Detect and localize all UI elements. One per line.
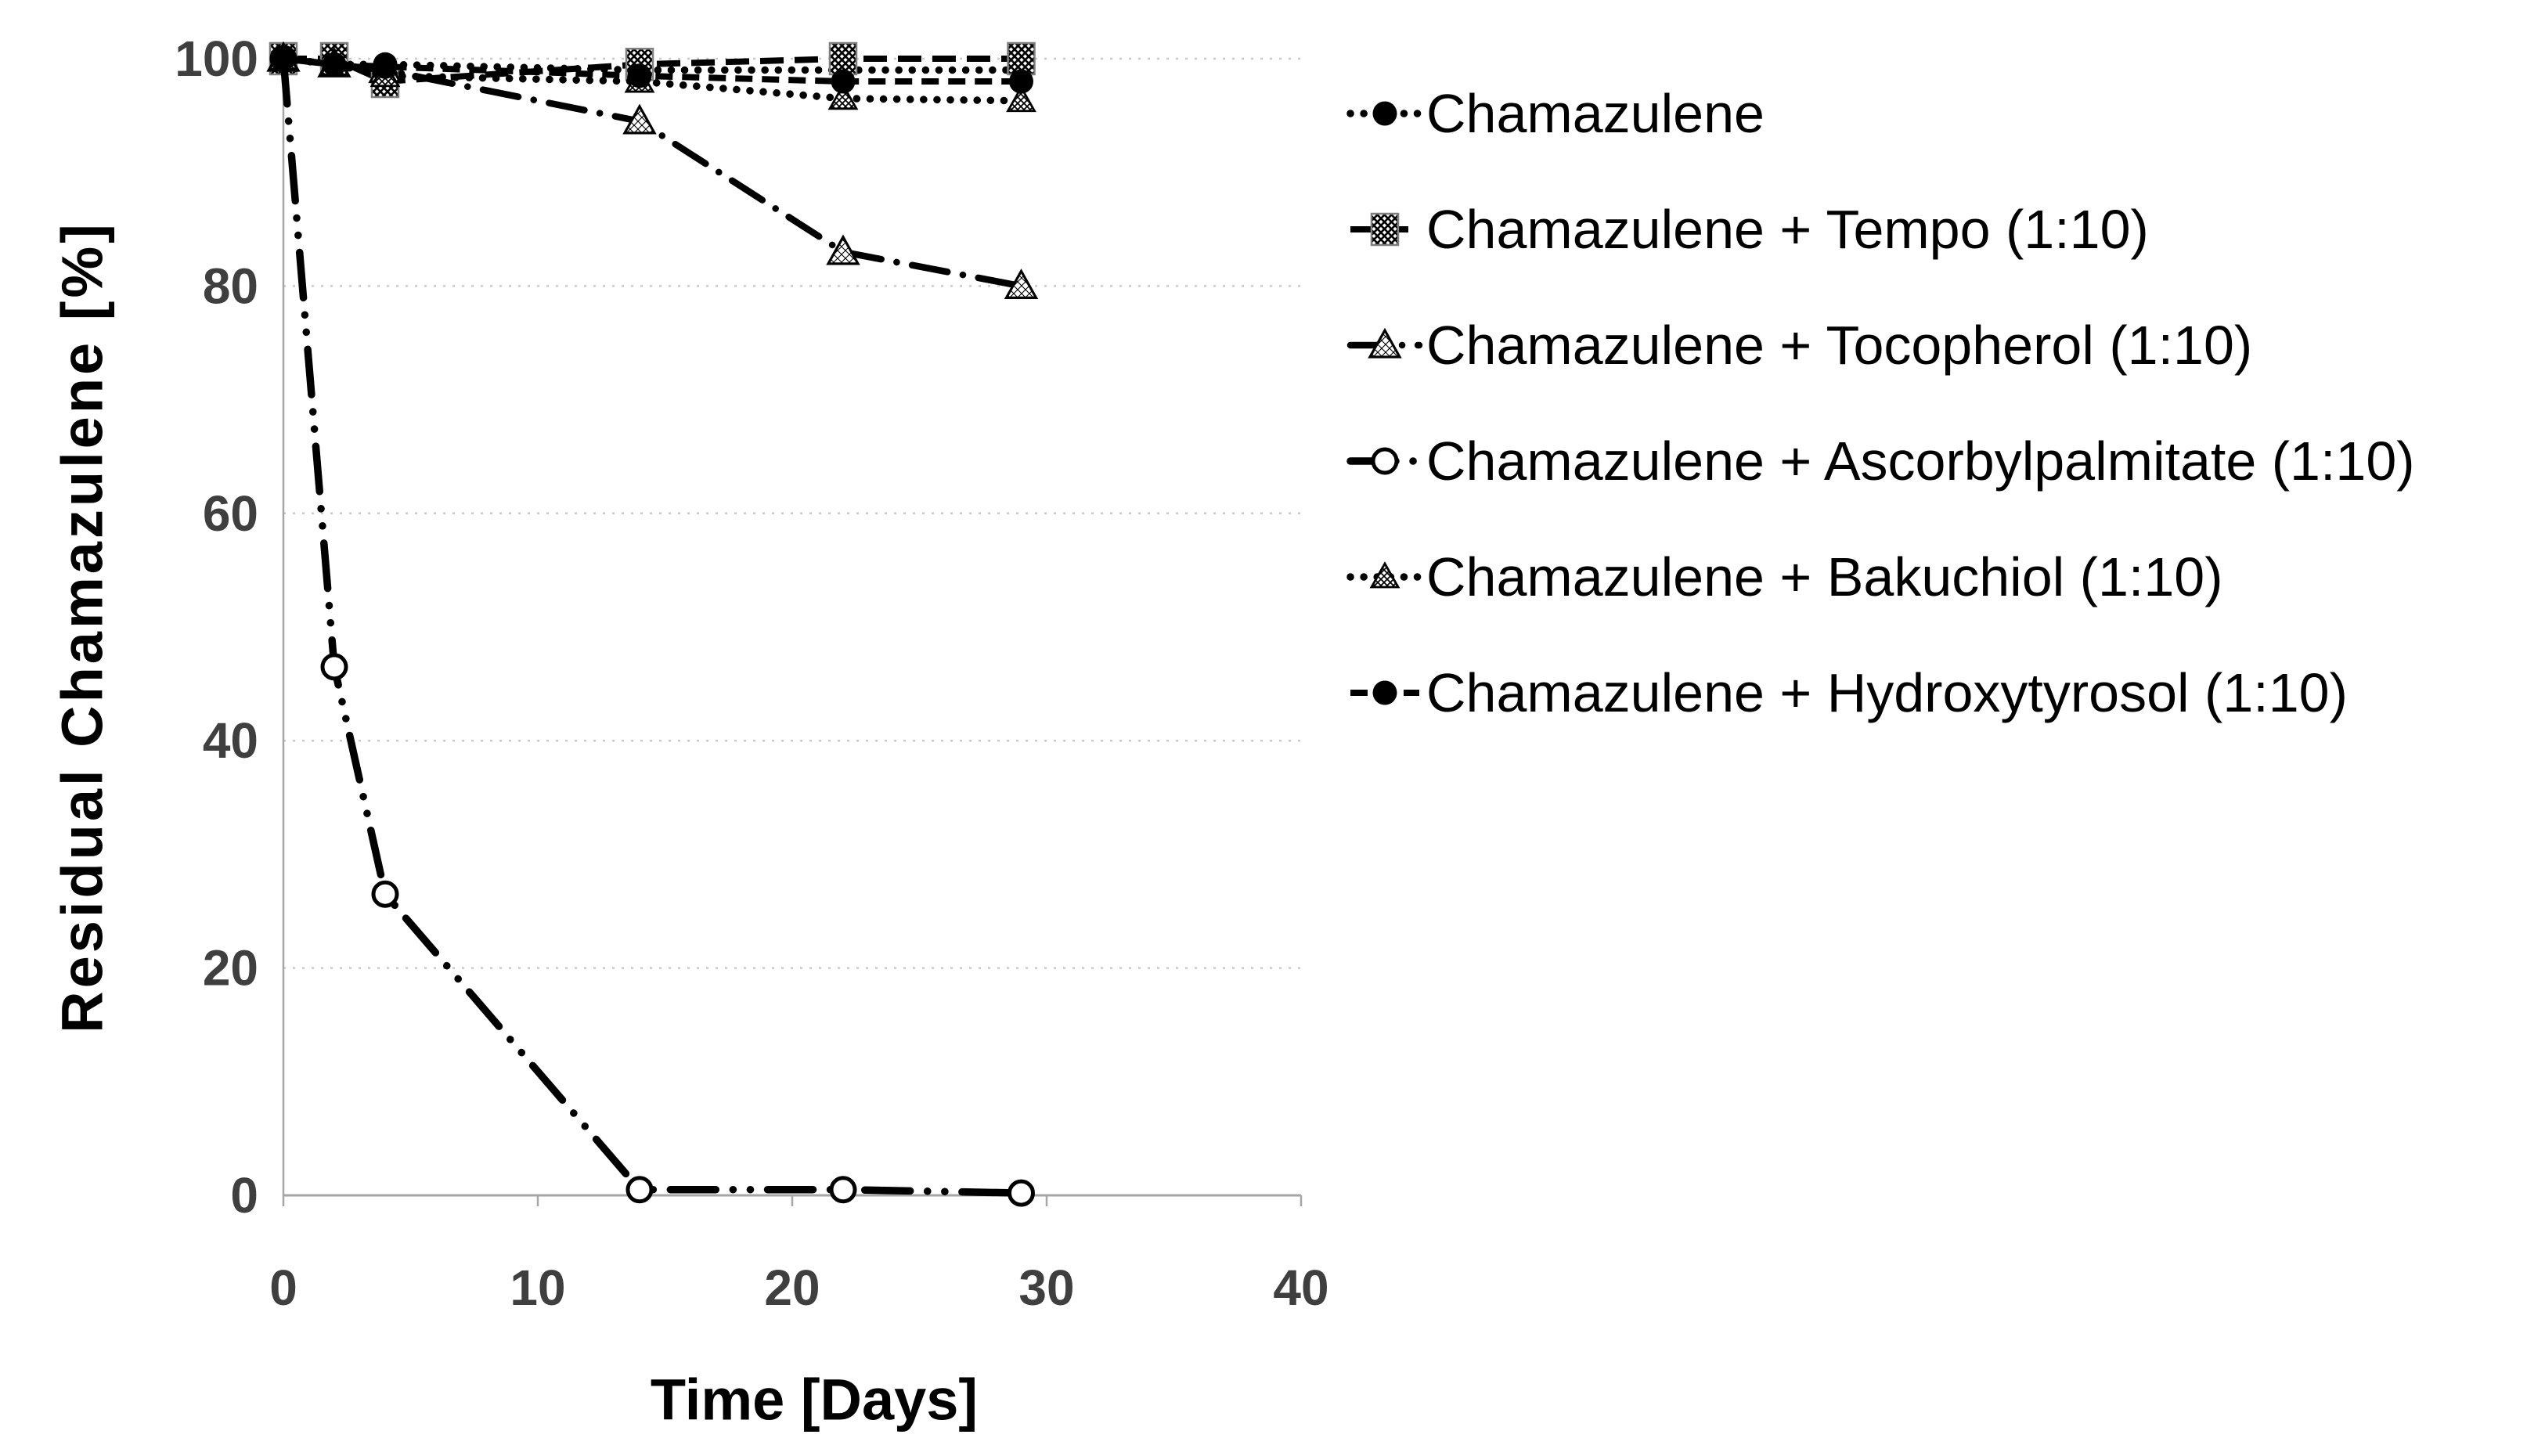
series-line [279,55,1025,290]
marker-filled-circle [322,52,347,77]
marker-filled-circle [271,46,296,71]
legend-item-4: Chamazulene + Ascorbylpalmitate (1:10) [1346,431,2415,492]
x-tick-label-40: 40 [1273,1260,1328,1316]
marker-open-circle [829,1176,857,1204]
marker-open-circle [371,880,399,908]
marker-hatched-square [1370,212,1400,247]
marker-hatched-triangle [1006,85,1036,113]
marker-hatched-square [1007,41,1036,76]
marker-hatched-triangle [827,82,859,110]
marker-open-triangle [1368,327,1402,359]
marker-hatched-triangle [1369,561,1400,589]
legend-item-2: Chamazulene + Tempo (1:10) [1350,199,2149,260]
marker-open-triangle [622,103,657,135]
marker-filled-circle [1009,69,1033,94]
y-tick-label-60: 60 [203,485,258,542]
marker-filled-circle [627,63,652,88]
legend-label: Chamazulene [1426,83,1765,144]
marker-filled-circle [1372,680,1397,705]
y-tick-label-20: 20 [203,940,258,996]
series-chamazulene-ascorbylpalmitate-1-10 [269,45,1035,1207]
y-tick-label-40: 40 [203,712,258,769]
legend-label: Chamazulene + Hydroxytyrosol (1:10) [1426,662,2348,723]
marker-hatched-square [828,41,858,76]
marker-filled-circle [1372,101,1397,126]
legend-item-1: Chamazulene [1346,83,1765,144]
y-axis-title: Residual Chamazulene [%] [50,221,115,1033]
marker-open-circle [1371,447,1399,475]
legend-label: Chamazulene + Ascorbylpalmitate (1:10) [1426,431,2415,492]
x-tick-label-30: 30 [1018,1260,1074,1316]
legend-item-5: Chamazulene + Bakuchiol (1:10) [1346,546,2223,607]
y-tick-label-100: 100 [175,31,258,87]
marker-open-circle [625,1176,654,1204]
series-chamazulene-hydroxytyrosol-1-10 [271,46,1033,94]
marker-open-triangle [1004,268,1039,299]
y-tick-label-0: 0 [230,1167,258,1224]
x-tick-label-0: 0 [269,1260,297,1316]
marker-filled-circle [831,69,856,94]
x-axis-title: Time [Days] [651,1368,978,1433]
legend-item-3: Chamazulene + Tocopherol (1:10) [1346,315,2252,376]
y-tick-label-80: 80 [203,258,258,314]
marker-open-circle [320,653,348,681]
x-tick-label-20: 20 [764,1260,820,1316]
series-line [279,55,1026,1197]
marker-open-circle [1008,1179,1035,1207]
x-tick-label-10: 10 [510,1260,565,1316]
marker-open-triangle [826,234,860,265]
legend-label: Chamazulene + Bakuchiol (1:10) [1426,546,2223,607]
marker-filled-circle [373,54,398,79]
legend-label: Chamazulene + Tempo (1:10) [1426,199,2149,260]
legend-label: Chamazulene + Tocopherol (1:10) [1426,315,2252,376]
legend-item-6: Chamazulene + Hydroxytyrosol (1:10) [1350,662,2348,723]
